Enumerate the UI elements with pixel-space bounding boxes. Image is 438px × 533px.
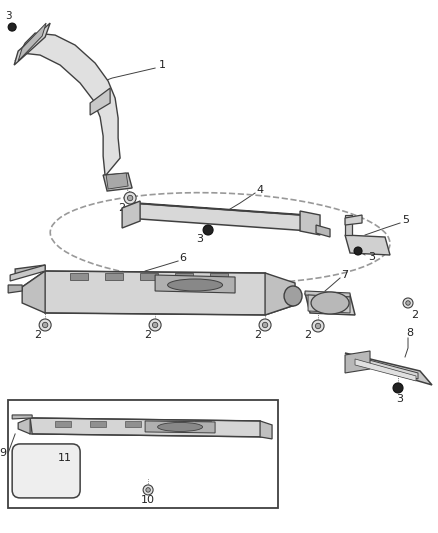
Polygon shape	[345, 353, 432, 385]
Ellipse shape	[168, 279, 223, 291]
Polygon shape	[345, 215, 352, 235]
Polygon shape	[345, 215, 362, 225]
Polygon shape	[130, 203, 310, 231]
Text: 3: 3	[368, 252, 375, 262]
Polygon shape	[70, 273, 88, 280]
Polygon shape	[90, 88, 110, 115]
Text: 7: 7	[342, 270, 349, 280]
Text: 3: 3	[197, 234, 204, 244]
Text: 2: 2	[254, 330, 261, 340]
Polygon shape	[15, 265, 45, 275]
Circle shape	[124, 192, 136, 204]
Text: 3: 3	[396, 394, 403, 404]
Text: 2: 2	[411, 310, 419, 320]
Circle shape	[312, 320, 324, 332]
Text: 3: 3	[5, 11, 11, 21]
Polygon shape	[55, 421, 71, 427]
Circle shape	[42, 322, 48, 328]
Polygon shape	[18, 23, 46, 61]
Polygon shape	[305, 293, 355, 315]
Circle shape	[406, 301, 410, 305]
Text: 2: 2	[304, 330, 311, 340]
Text: 6: 6	[180, 253, 187, 263]
Polygon shape	[122, 201, 140, 228]
Polygon shape	[130, 203, 310, 215]
Text: 5: 5	[403, 215, 410, 225]
Circle shape	[152, 322, 158, 328]
Circle shape	[403, 298, 413, 308]
FancyBboxPatch shape	[8, 400, 278, 508]
Polygon shape	[316, 225, 330, 237]
Circle shape	[143, 485, 153, 495]
Text: 2: 2	[35, 330, 42, 340]
Circle shape	[393, 383, 403, 393]
Polygon shape	[22, 271, 295, 315]
Ellipse shape	[284, 286, 302, 306]
Polygon shape	[355, 359, 416, 381]
Ellipse shape	[311, 292, 349, 314]
Polygon shape	[15, 33, 120, 176]
Polygon shape	[106, 173, 128, 189]
Polygon shape	[345, 351, 370, 373]
FancyBboxPatch shape	[12, 444, 80, 498]
Circle shape	[39, 319, 51, 331]
Text: 4: 4	[257, 185, 264, 195]
Polygon shape	[175, 273, 193, 280]
Text: 1: 1	[159, 60, 166, 70]
Circle shape	[146, 488, 150, 492]
Polygon shape	[308, 295, 350, 313]
Polygon shape	[14, 23, 50, 65]
Polygon shape	[305, 291, 350, 297]
Polygon shape	[210, 273, 228, 280]
Circle shape	[259, 319, 271, 331]
Text: 2: 2	[145, 330, 152, 340]
Polygon shape	[345, 235, 390, 255]
Text: 10: 10	[141, 495, 155, 505]
Polygon shape	[300, 211, 320, 235]
Circle shape	[149, 319, 161, 331]
Polygon shape	[155, 275, 235, 293]
Polygon shape	[103, 173, 132, 191]
Polygon shape	[160, 421, 176, 427]
Polygon shape	[145, 421, 215, 433]
Circle shape	[315, 324, 321, 329]
Circle shape	[127, 195, 133, 201]
Polygon shape	[265, 273, 295, 315]
Polygon shape	[90, 421, 106, 427]
Polygon shape	[22, 271, 45, 313]
Polygon shape	[260, 421, 272, 439]
Ellipse shape	[158, 423, 203, 431]
Circle shape	[262, 322, 268, 328]
Polygon shape	[125, 421, 141, 427]
Text: 11: 11	[58, 453, 72, 463]
Polygon shape	[12, 415, 32, 419]
Polygon shape	[140, 273, 158, 280]
Circle shape	[203, 225, 213, 235]
Polygon shape	[18, 418, 30, 434]
Circle shape	[354, 247, 362, 255]
Text: 9: 9	[0, 448, 7, 458]
Polygon shape	[8, 285, 22, 293]
Polygon shape	[350, 355, 418, 379]
Polygon shape	[10, 265, 45, 281]
Text: 8: 8	[406, 328, 413, 338]
Circle shape	[8, 23, 16, 31]
Polygon shape	[30, 418, 268, 437]
Polygon shape	[195, 421, 211, 427]
Text: 2: 2	[119, 203, 126, 213]
Polygon shape	[105, 273, 123, 280]
